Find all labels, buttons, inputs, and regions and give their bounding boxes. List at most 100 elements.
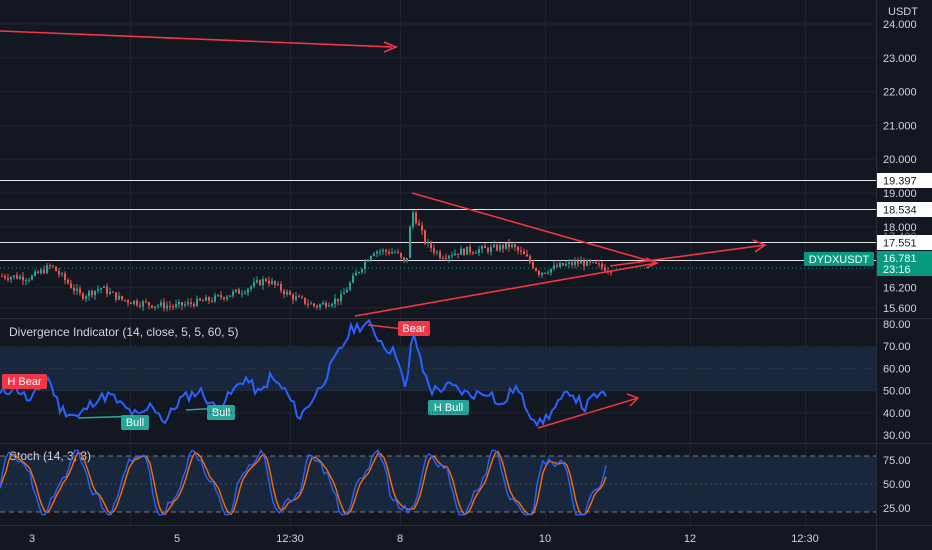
stoch-panel[interactable]: Stoch (14, 3, 3) [0, 448, 876, 516]
candle-body [424, 230, 426, 244]
candle-body [412, 212, 414, 227]
candle-body [295, 296, 297, 300]
stoch-d-line [0, 450, 607, 516]
time-axis[interactable]: 3 5 12:30 8 10 12 12:30 [29, 533, 819, 545]
candle-body [67, 279, 69, 284]
candle-body [7, 278, 9, 280]
divergence-axis: 80.00 70.00 60.00 50.00 40.00 30.00 [0, 319, 911, 442]
candle-body [133, 300, 135, 304]
candle-body [580, 260, 582, 264]
price-candles [1, 208, 612, 312]
candle-body [265, 279, 267, 281]
breakout-arrow-head [752, 239, 767, 253]
candle-body [508, 242, 510, 248]
candle-body [205, 297, 207, 301]
candle-body [364, 261, 366, 270]
candle-body [175, 304, 177, 307]
stoch-axis: 75.00 50.00 25.00 [883, 455, 911, 515]
candle-body [463, 248, 465, 255]
candle-body [43, 269, 45, 274]
candle-body [166, 305, 168, 309]
candle-body [352, 275, 354, 283]
candle-body [223, 297, 225, 299]
price-tick-label: 19.000 [883, 188, 917, 200]
candle-body [238, 289, 240, 294]
candle-body [496, 244, 498, 251]
candle-body [31, 275, 33, 280]
trend-drawings[interactable] [0, 30, 767, 317]
candle-body [313, 303, 315, 306]
countdown: 23:16 [883, 264, 911, 276]
level-tag-label: 19.397 [883, 176, 917, 188]
candle-body [568, 262, 570, 264]
candle-body [445, 258, 447, 260]
candle-body [148, 302, 150, 306]
candle-body [109, 291, 111, 294]
time-tick-label: 10 [539, 533, 551, 545]
divergence-tick-label: 40.00 [883, 408, 911, 420]
price-axis[interactable]: USDT 24.000 23.000 22.000 21.000 20.000 19.00… [883, 6, 918, 315]
candle-body [208, 297, 210, 301]
candle-body [145, 301, 147, 303]
candle-body [235, 289, 237, 292]
candle-body [16, 275, 18, 279]
candle-body [499, 245, 501, 251]
candle-body [61, 273, 63, 275]
candle-body [427, 242, 429, 244]
candle-body [550, 268, 552, 273]
candle-body [58, 271, 60, 275]
candle-body [370, 255, 372, 261]
candle-body [4, 276, 6, 279]
price-tick-label: 18.000 [883, 222, 917, 234]
svg-text:Bear: Bear [402, 323, 426, 335]
candle-body [154, 306, 156, 308]
candle-body [220, 295, 222, 298]
candle-body [595, 261, 597, 264]
candle-body [601, 263, 603, 268]
bull-label-2: Bull [207, 405, 235, 420]
grid-lines [0, 0, 876, 525]
candle-body [40, 269, 42, 274]
candle-body [514, 244, 516, 248]
candle-body [571, 262, 573, 265]
candle-body [130, 302, 132, 304]
candle-body [199, 298, 201, 301]
stoch-tick-label: 50.00 [883, 479, 911, 491]
candle-body [151, 305, 153, 308]
candle-body [46, 265, 48, 274]
candle-body [457, 253, 459, 255]
divergence-tick-label: 80.00 [883, 319, 911, 331]
time-tick-label: 12:30 [276, 533, 304, 545]
downtrend-arrow-line [0, 30, 393, 48]
candle-body [232, 291, 234, 296]
candle-body [322, 302, 324, 305]
candle-body [97, 289, 99, 291]
candle-body [451, 255, 453, 257]
candle-body [472, 252, 474, 254]
candle-body [193, 303, 195, 307]
time-tick-label: 12 [684, 533, 696, 545]
candle-body [253, 282, 255, 287]
price-tick-label: 15.600 [883, 303, 917, 315]
divergence-panel[interactable]: Divergence Indicator (14, close, 5, 5, 6… [0, 318, 640, 431]
candle-body [376, 251, 378, 254]
price-tick-label: 23.000 [883, 53, 917, 65]
candle-body [298, 296, 300, 298]
time-tick-label: 5 [174, 533, 180, 545]
candle-body [70, 283, 72, 288]
candle-body [454, 253, 456, 256]
candle-body [49, 265, 51, 267]
candle-body [328, 305, 330, 307]
candle-body [610, 271, 612, 273]
divergence-tick-label: 60.00 [883, 363, 911, 375]
bull-label-1: Bull [121, 415, 149, 430]
candle-body [346, 289, 348, 293]
candle-body [1, 275, 3, 277]
svg-text:H Bear: H Bear [7, 376, 42, 388]
divergence-tick-label: 50.00 [883, 386, 911, 398]
divergence-tick-label: 70.00 [883, 341, 911, 353]
candle-body [367, 260, 369, 262]
bear-label: Bear [398, 321, 430, 336]
candle-body [112, 291, 114, 293]
